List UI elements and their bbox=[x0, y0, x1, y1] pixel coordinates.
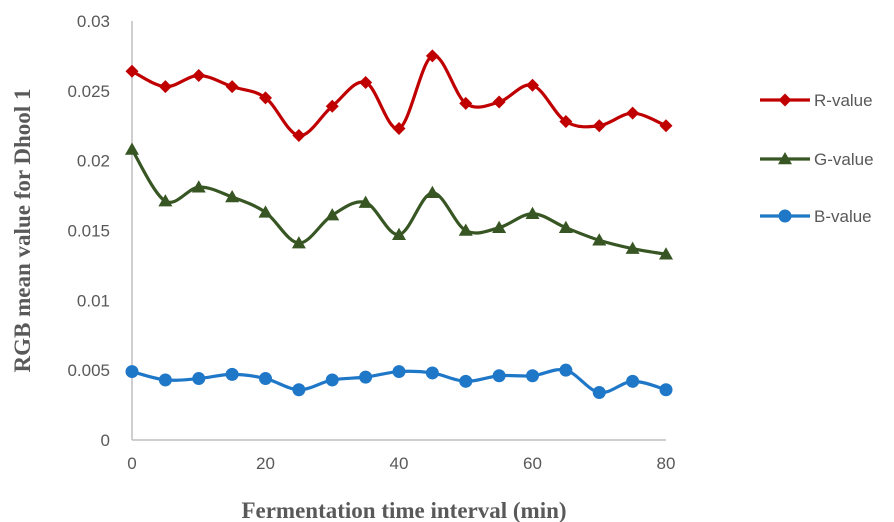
x-tick-label: 20 bbox=[256, 454, 275, 473]
x-axis-title: Fermentation time interval (min) bbox=[241, 498, 566, 522]
x-tick-label: 80 bbox=[657, 454, 676, 473]
data-point bbox=[559, 115, 573, 129]
y-tick-label: 0.015 bbox=[67, 222, 110, 241]
data-point bbox=[325, 373, 339, 387]
legend-marker bbox=[778, 93, 792, 107]
y-tick-label: 0.03 bbox=[77, 12, 110, 31]
data-point bbox=[359, 75, 373, 89]
data-point bbox=[559, 363, 573, 377]
data-point bbox=[625, 241, 640, 254]
data-point bbox=[592, 119, 606, 133]
data-point bbox=[259, 372, 272, 386]
y-tick-label: 0.005 bbox=[67, 361, 110, 380]
data-point bbox=[125, 64, 139, 78]
y-tick-label: 0 bbox=[101, 431, 110, 450]
data-point bbox=[392, 122, 406, 136]
data-point bbox=[292, 383, 306, 397]
x-axis-ticks: 0 20 40 60 80 bbox=[127, 454, 675, 473]
data-point bbox=[191, 180, 206, 193]
data-point bbox=[425, 366, 439, 380]
data-point bbox=[425, 185, 440, 199]
y-axis-ticks: 0 0.005 0.01 0.015 0.02 0.025 0.03 bbox=[67, 12, 110, 450]
data-point bbox=[592, 386, 606, 400]
data-point bbox=[359, 370, 373, 384]
y-axis-title: RGB mean value for Dhool 1 bbox=[10, 89, 35, 373]
data-point bbox=[325, 99, 339, 113]
data-point bbox=[458, 223, 473, 236]
legend-item: G-value bbox=[760, 150, 874, 169]
data-point bbox=[192, 68, 206, 82]
data-point bbox=[526, 78, 539, 92]
data-point bbox=[558, 220, 573, 233]
data-point bbox=[592, 233, 607, 246]
data-point bbox=[192, 372, 206, 386]
legend-item: B-value bbox=[760, 207, 872, 226]
data-point bbox=[158, 194, 173, 207]
data-point bbox=[292, 129, 306, 143]
data-point bbox=[492, 220, 507, 233]
data-point bbox=[358, 195, 373, 208]
data-point bbox=[125, 365, 139, 379]
data-point bbox=[425, 49, 439, 63]
data-point bbox=[259, 91, 272, 105]
series-r-value bbox=[125, 49, 673, 143]
y-tick-label: 0.025 bbox=[67, 82, 110, 101]
legend-marker bbox=[778, 209, 792, 223]
data-point bbox=[459, 374, 473, 388]
data-point bbox=[291, 236, 306, 249]
data-point bbox=[392, 227, 406, 240]
legend-label: G-value bbox=[814, 150, 874, 169]
plot-area: 0 0.005 0.01 0.015 0.02 0.025 0.03 0 20 40 60 80 bbox=[67, 12, 675, 473]
data-point bbox=[325, 208, 340, 221]
data-point bbox=[626, 374, 640, 388]
data-point bbox=[459, 96, 473, 110]
data-point bbox=[258, 205, 273, 218]
legend: R-value G-value B-value bbox=[760, 91, 874, 226]
data-point bbox=[659, 383, 673, 397]
x-tick-label: 40 bbox=[390, 454, 409, 473]
data-point bbox=[158, 80, 172, 94]
legend-marker bbox=[778, 152, 792, 165]
series-layer bbox=[125, 49, 673, 400]
x-tick-label: 0 bbox=[127, 454, 136, 473]
data-point bbox=[525, 206, 540, 219]
data-point bbox=[392, 365, 406, 379]
data-point bbox=[659, 119, 673, 133]
y-tick-label: 0.02 bbox=[77, 152, 110, 171]
legend-label: B-value bbox=[814, 207, 872, 226]
data-point bbox=[225, 80, 239, 94]
data-point bbox=[492, 95, 506, 109]
y-tick-label: 0.01 bbox=[77, 291, 110, 310]
series-g-value bbox=[125, 142, 673, 260]
legend-label: R-value bbox=[814, 91, 873, 110]
data-point bbox=[225, 367, 239, 381]
data-point bbox=[125, 142, 139, 155]
legend-item: R-value bbox=[760, 91, 873, 110]
x-tick-label: 60 bbox=[523, 454, 542, 473]
data-point bbox=[659, 247, 673, 260]
data-point bbox=[225, 189, 240, 203]
data-point bbox=[492, 369, 506, 383]
data-point bbox=[526, 369, 539, 383]
data-point bbox=[626, 106, 640, 120]
data-point bbox=[158, 373, 172, 387]
series-b-value bbox=[125, 363, 673, 400]
